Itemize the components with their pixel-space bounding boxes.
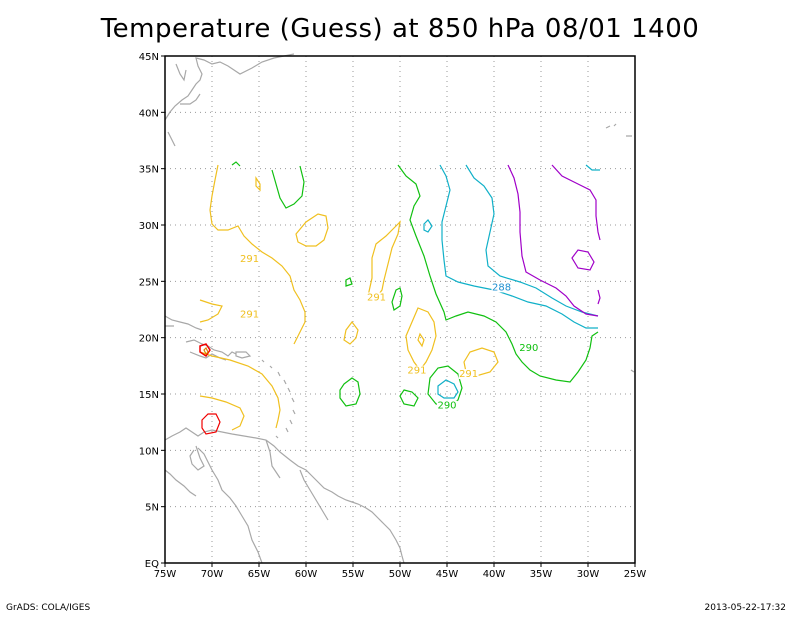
latitude-tick-label: 30N xyxy=(139,221,159,232)
coastline-azores-marks xyxy=(605,123,632,137)
contour-label: 291 xyxy=(459,369,478,380)
contour-290-h xyxy=(427,365,463,407)
footer-timestamp: 2013-05-22-17:32 xyxy=(704,603,787,613)
coastline-africa-edge xyxy=(630,369,635,373)
contour-label: 291 xyxy=(367,292,386,303)
map-title: Temperature (Guess) at 850 hPa 08/01 140… xyxy=(100,14,700,44)
contour-label: 291 xyxy=(240,254,259,265)
contour-287-b xyxy=(551,164,601,241)
latitude-tick-label: 15N xyxy=(139,390,159,401)
contour-label-background xyxy=(366,292,387,303)
contour-label-layer: 291 291 291 291 291 290 290 288 xyxy=(239,254,539,412)
latitude-tick-label: EQ xyxy=(145,559,159,570)
contour-289-c xyxy=(465,164,599,317)
latitude-tick-label: 45N xyxy=(139,52,159,63)
longitude-tick-label: 55W xyxy=(342,569,365,580)
coastline-south-america xyxy=(164,427,405,564)
longitude-axis: 75W 70W 65W 60W 55W 50W 45W 40W 35W 30W 25W xyxy=(154,563,647,580)
longitude-tick-label: 65W xyxy=(248,569,271,580)
contour-label: 291 xyxy=(407,366,426,377)
latitude-axis: EQ 5N 10N 15N 20N 25N 30N 35N 40N 45N xyxy=(139,52,165,570)
longitude-tick-label: 45W xyxy=(436,569,459,580)
footer-credit: GrADS: COLA/IGES xyxy=(6,603,91,613)
coastline-north-america xyxy=(164,53,295,147)
latitude-tick-label: 25N xyxy=(139,277,159,288)
contour-290-e xyxy=(391,287,403,311)
contour-291-d xyxy=(199,395,245,431)
latitude-tick-label: 10N xyxy=(139,446,159,457)
longitude-tick-label: 30W xyxy=(577,569,600,580)
contour-289-e xyxy=(585,164,600,171)
contour-290-d xyxy=(397,164,599,383)
contour-label-background xyxy=(437,400,457,411)
contour-289-d xyxy=(437,379,459,399)
latitude-tick-label: 20N xyxy=(139,334,159,345)
contour-291-h xyxy=(343,321,359,345)
contour-layer xyxy=(199,161,601,435)
contour-label-background xyxy=(239,254,260,265)
contour-label: 288 xyxy=(492,282,511,293)
longitude-tick-label: 75W xyxy=(154,569,177,580)
latitude-tick-label: 40N xyxy=(139,108,159,119)
contour-label-background xyxy=(518,343,539,354)
contour-294 xyxy=(199,343,211,358)
contour-291-e xyxy=(255,176,261,192)
contour-287-d xyxy=(597,289,601,305)
contour-290-b xyxy=(271,165,305,209)
coastline-layer xyxy=(164,53,635,564)
latitude-tick-label: 5N xyxy=(145,503,159,514)
longitude-tick-label: 25W xyxy=(624,569,647,580)
contour-287 xyxy=(507,164,599,317)
contour-292 xyxy=(203,346,209,356)
longitude-tick-label: 40W xyxy=(483,569,506,580)
contour-287-c xyxy=(571,249,595,271)
coastline-cuba xyxy=(164,315,203,331)
longitude-tick-label: 70W xyxy=(201,569,224,580)
coastline-colombia xyxy=(189,445,205,471)
contour-291-i xyxy=(405,307,437,371)
contour-289-b xyxy=(423,219,433,233)
contour-291-c xyxy=(199,351,281,429)
contour-291-j xyxy=(417,332,425,348)
latitude-tick-label: 35N xyxy=(139,165,159,176)
graticule xyxy=(165,56,635,563)
coastline-lesser-antilles xyxy=(261,359,296,439)
contour-label-background xyxy=(239,309,260,320)
contour-290-c xyxy=(345,277,353,287)
coastline-puerto-rico xyxy=(235,351,252,359)
contour-290-g xyxy=(399,389,419,407)
coastline-hispaniola xyxy=(185,339,237,361)
contour-label: 290 xyxy=(519,343,538,354)
contour-label-background xyxy=(458,369,479,380)
contour-289 xyxy=(439,164,598,329)
contour-label: 291 xyxy=(240,309,259,320)
contour-label-background xyxy=(491,282,512,293)
longitude-tick-label: 50W xyxy=(389,569,412,580)
contour-294-b xyxy=(201,413,221,435)
contour-290-f xyxy=(339,377,361,407)
contour-290 xyxy=(231,161,241,167)
contour-label-background xyxy=(406,365,427,376)
longitude-tick-label: 35W xyxy=(530,569,553,580)
contour-label: 290 xyxy=(437,401,456,412)
contour-291-f xyxy=(295,213,329,247)
contour-291-g xyxy=(367,220,401,299)
contour-291 xyxy=(209,164,306,345)
contour-291-b xyxy=(199,299,223,323)
longitude-tick-label: 60W xyxy=(295,569,318,580)
